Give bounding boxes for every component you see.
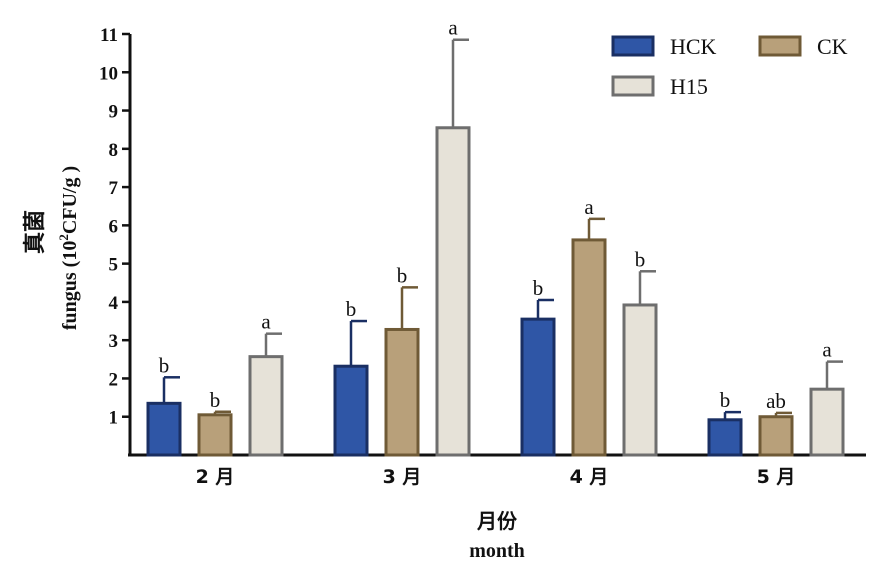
y-tick-label: 10 — [99, 63, 118, 84]
bar-hck-3 — [520, 317, 556, 457]
y-tick-label: 9 — [109, 102, 119, 123]
bar-h15-3 — [622, 303, 658, 457]
y-tick-label: 1 — [109, 408, 119, 429]
y-tick-label: 3 — [109, 331, 119, 352]
bar-ck-4 — [758, 415, 794, 457]
significance-letter: b — [635, 247, 646, 271]
axes — [128, 34, 866, 457]
significance-letter: b — [397, 263, 408, 287]
bar-ck-2 — [384, 327, 420, 457]
legend-swatch-ck — [758, 35, 802, 57]
y-tick-label: 11 — [100, 25, 118, 46]
y-axis-title-en: fungus (102CFU/g ) — [56, 166, 81, 330]
legend-swatch-hck — [611, 35, 655, 57]
x-ticks: 2 月 3 月 4 月 5 月 — [196, 466, 796, 488]
x-tick-label: 5 月 — [757, 466, 796, 488]
significance-letter: a — [448, 16, 458, 40]
bar-hck-2 — [333, 364, 369, 457]
y-tick-label: 2 — [109, 369, 119, 390]
y-axis-title: 真菌 fungus (102CFU/g ) — [22, 166, 81, 330]
y-tick-label: 5 — [109, 255, 119, 276]
y-tick-label: 4 — [109, 293, 119, 314]
significance-letter: b — [159, 353, 170, 377]
bar-hck-4 — [707, 418, 743, 457]
legend-swatch-h15 — [611, 75, 655, 97]
significance-letter: a — [584, 195, 594, 219]
significance-letter: b — [210, 388, 221, 412]
x-tick-label: 4 月 — [570, 466, 609, 488]
x-tick-label: 2 月 — [196, 466, 235, 488]
x-tick-label: 3 月 — [383, 466, 422, 488]
significance-letter: ab — [766, 389, 786, 413]
x-axis-title-cn: 月份 — [476, 509, 518, 533]
x-axis-title-en: month — [469, 540, 525, 562]
bar-ck-3 — [571, 238, 607, 457]
legend: HCK CK H15 — [611, 34, 848, 99]
legend-label-hck: HCK — [670, 34, 717, 59]
significance-letter: b — [346, 297, 357, 321]
bar-h15-4 — [809, 387, 845, 457]
y-axis-title-cn: 真菌 — [22, 210, 48, 254]
bar-h15-2 — [435, 126, 471, 457]
legend-label-ck: CK — [817, 34, 848, 59]
y-tick-label: 8 — [109, 140, 119, 161]
significance-letter: b — [720, 388, 731, 412]
significance-letter: b — [533, 276, 544, 300]
bar-hck-1 — [146, 401, 182, 457]
bar-ck-1 — [197, 413, 233, 457]
legend-label-h15: H15 — [670, 74, 708, 99]
y-tick-label: 7 — [109, 178, 119, 199]
bar-h15-1 — [248, 355, 284, 457]
y-tick-label: 6 — [109, 216, 119, 237]
significance-letter: a — [822, 338, 832, 362]
y-ticks: 1 2 3 4 5 6 7 8 9 10 11 — [99, 25, 130, 429]
significance-letter: a — [261, 310, 271, 334]
